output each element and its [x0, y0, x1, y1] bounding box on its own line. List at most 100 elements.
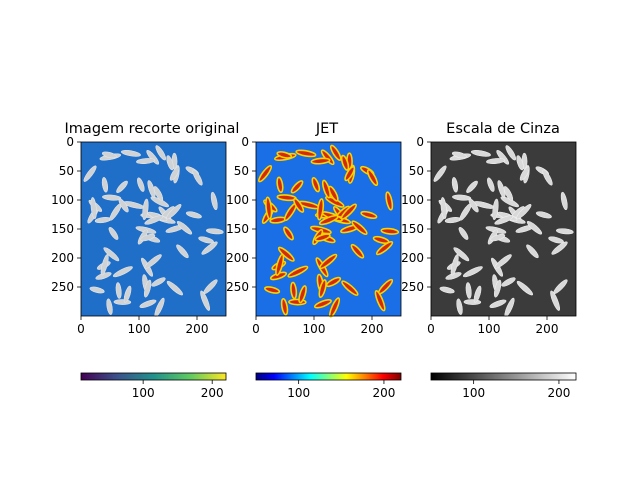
rice-grain — [516, 155, 524, 171]
x-tick-label: 0 — [427, 322, 435, 336]
rice-grain — [329, 144, 342, 161]
rice-grain — [200, 290, 211, 311]
rice-grain — [516, 204, 532, 220]
rice-grain — [153, 186, 164, 202]
rice-grain — [283, 226, 294, 241]
rice-grain — [318, 214, 339, 226]
rice-grain — [118, 198, 129, 213]
rice-grain — [290, 281, 298, 300]
rice-grain — [280, 298, 289, 316]
y-tick-label: 250 — [226, 280, 249, 294]
rice-grain — [375, 240, 394, 256]
rice-grain — [450, 254, 459, 276]
rice-grain — [489, 299, 507, 308]
rice-grain — [433, 165, 447, 182]
rice-grain — [542, 169, 553, 186]
colorbar-tick-label: 200 — [201, 386, 224, 400]
rice-grain — [551, 241, 568, 255]
image-area — [256, 142, 401, 318]
rice-grain — [290, 180, 304, 194]
rice-grain — [548, 236, 564, 244]
rice-grain — [210, 191, 218, 211]
rice-grain — [298, 285, 307, 304]
x-tick-label: 100 — [303, 322, 326, 336]
panel-title: Imagem recorte original — [65, 121, 240, 137]
rice-grain — [453, 247, 470, 262]
rice-grain — [108, 226, 119, 240]
colorbar-tick-label: 200 — [372, 386, 395, 400]
rice-grain — [144, 279, 152, 298]
rice-grain — [439, 286, 455, 294]
rice-grain — [340, 154, 350, 171]
rice-grain — [366, 169, 379, 187]
rice-grain — [341, 280, 359, 296]
rice-grain — [440, 197, 447, 219]
y-tick-label: 0 — [241, 135, 249, 149]
rice-grain — [198, 236, 214, 244]
rice-grain — [265, 196, 273, 220]
rice-grain — [350, 243, 365, 259]
rice-grain — [89, 286, 105, 294]
rice-grain — [100, 254, 109, 276]
rice-grain — [120, 150, 141, 157]
rice-grain — [316, 198, 325, 221]
colorbar-tick-label: 100 — [462, 386, 485, 400]
axis-ticks: 0 100 200 0 50 100 150 200 250 — [401, 135, 558, 336]
rice-grain — [176, 220, 193, 235]
rice-grain — [166, 204, 182, 220]
rice-grain — [166, 280, 184, 296]
rice-grain — [112, 266, 133, 278]
colorbar-ticks: 100 200 — [132, 380, 224, 400]
rice-grain — [526, 220, 543, 235]
rice-grain — [503, 186, 514, 202]
rice-grain — [90, 197, 97, 219]
y-tick-label: 0 — [66, 135, 74, 149]
panel-title: JET — [315, 121, 338, 137]
axis-ticks: 0 100 200 0 50 100 150 200 250 — [226, 135, 383, 336]
rice-grain — [154, 297, 165, 318]
x-tick-label: 200 — [186, 322, 209, 336]
rice-grain — [295, 149, 317, 158]
colorbar: 100 200 — [255, 372, 402, 400]
rice-grain — [318, 279, 327, 299]
colorbar-tick-label: 100 — [287, 386, 310, 400]
rice-grain — [123, 285, 132, 303]
grain-layer — [258, 144, 400, 318]
rice-grain — [451, 177, 459, 193]
colorbar: 100 200 — [430, 372, 577, 400]
rice-grain — [192, 169, 203, 186]
rice-grain — [258, 164, 273, 183]
rice-grain — [526, 244, 539, 259]
rice-grain — [501, 277, 516, 287]
rice-grain — [555, 228, 574, 235]
rice-grain — [560, 191, 568, 211]
rice-grain — [325, 276, 342, 288]
rice-grain — [452, 194, 472, 201]
colorbar-tick-label: 100 — [132, 386, 155, 400]
rice-grain — [340, 203, 357, 220]
y-tick-label: 200 — [401, 251, 424, 265]
rice-grain — [115, 282, 122, 299]
rice-grain — [486, 158, 505, 164]
rice-grain — [137, 177, 145, 192]
x-tick-label: 100 — [128, 322, 151, 336]
x-tick-label: 0 — [77, 322, 85, 336]
rice-grain — [494, 279, 502, 298]
rice-grain — [458, 226, 469, 240]
rice-grain — [144, 215, 164, 225]
x-tick-label: 0 — [252, 322, 260, 336]
rice-grain — [264, 286, 281, 294]
rice-grain — [470, 150, 491, 157]
colorbar-gradient — [255, 372, 402, 381]
rice-grain — [516, 280, 534, 296]
x-tick-label: 100 — [478, 322, 501, 336]
y-tick-label: 150 — [226, 222, 249, 236]
rice-grain — [385, 191, 394, 211]
rice-grain — [293, 197, 305, 213]
y-tick-label: 250 — [401, 280, 424, 294]
colorbar: 100 200 — [80, 372, 227, 400]
rice-grain — [142, 198, 149, 220]
rice-grain — [314, 233, 331, 242]
rice-grain — [151, 277, 166, 287]
rice-grain — [176, 244, 189, 259]
